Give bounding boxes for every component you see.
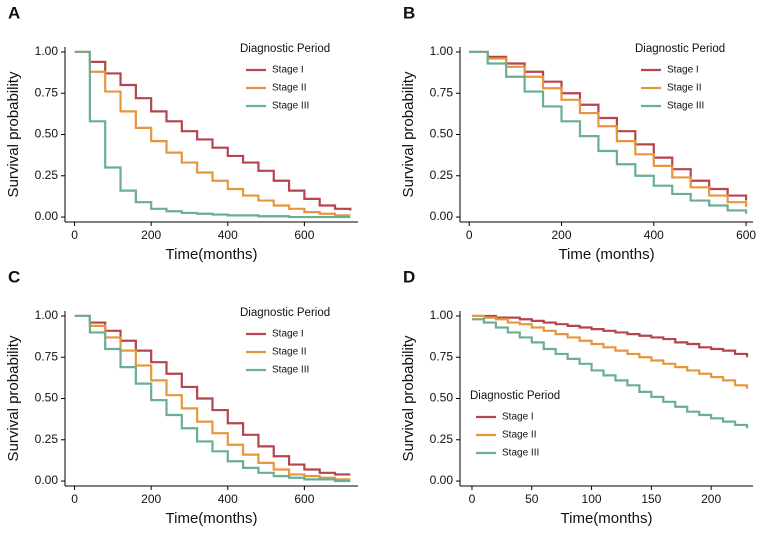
panel-label: A: [8, 3, 20, 22]
x-tick-label: 100: [582, 492, 602, 506]
y-tick-label: 0.00: [35, 209, 59, 223]
y-axis-label: Survival probability: [5, 71, 22, 197]
legend-label: Stage I: [667, 65, 699, 76]
panel-label: C: [8, 267, 20, 286]
x-tick-label: 200: [551, 228, 571, 242]
y-tick-label: 0.00: [430, 473, 454, 487]
y-tick-label: 0.25: [430, 168, 454, 182]
panel-label: B: [403, 3, 415, 22]
legend-title: Diagnostic Period: [470, 390, 560, 402]
legend-label: Stage I: [272, 329, 304, 340]
y-tick-label: 0.50: [430, 127, 454, 141]
x-tick-label: 600: [736, 228, 756, 242]
y-tick-label: 0.50: [430, 391, 454, 405]
x-tick-label: 400: [644, 228, 664, 242]
y-tick-label: 0.25: [35, 168, 59, 182]
legend-label: Stage II: [667, 83, 701, 94]
y-tick-label: 1.00: [430, 44, 454, 58]
survival-curve: [74, 50, 351, 217]
x-axis-label: Time (months): [558, 246, 654, 263]
survival-curve: [74, 314, 351, 483]
y-tick-label: 1.00: [35, 44, 59, 58]
y-tick-label: 0.00: [430, 209, 454, 223]
survival-curve: [471, 314, 749, 358]
survival-curve: [74, 50, 351, 219]
y-tick-label: 0.75: [430, 85, 454, 99]
y-tick-label: 1.00: [35, 308, 59, 322]
survival-curve: [471, 314, 749, 389]
legend-label: Stage II: [502, 430, 536, 441]
legend-title: Diagnostic Period: [635, 43, 725, 55]
x-axis-label: Time(months): [166, 246, 258, 263]
x-tick-label: 0: [71, 492, 78, 506]
survival-curve: [469, 50, 748, 214]
legend-title: Diagnostic Period: [240, 43, 330, 55]
x-tick-label: 0: [71, 228, 78, 242]
x-tick-label: 400: [218, 492, 238, 506]
legend-label: Stage I: [272, 65, 304, 76]
x-axis-label: Time(months): [561, 510, 653, 527]
y-tick-label: 0.50: [35, 127, 59, 141]
y-tick-label: 0.25: [35, 432, 59, 446]
y-tick-label: 0.50: [35, 391, 59, 405]
x-tick-label: 0: [466, 228, 473, 242]
legend-label: Stage II: [272, 347, 306, 358]
y-axis-label: Survival probability: [400, 71, 417, 197]
legend-label: Stage III: [272, 365, 309, 376]
x-tick-label: 200: [701, 492, 721, 506]
survival-curve: [469, 50, 748, 201]
y-axis-label: Survival probability: [400, 335, 417, 461]
y-tick-label: 0.75: [35, 85, 59, 99]
y-tick-label: 0.25: [430, 432, 454, 446]
y-tick-label: 0.75: [35, 349, 59, 363]
x-tick-label: 0: [469, 492, 476, 506]
panel-label: D: [403, 267, 415, 286]
legend-label: Stage III: [502, 448, 539, 459]
x-tick-label: 150: [641, 492, 661, 506]
survival-curve: [471, 318, 749, 429]
legend-label: Stage I: [502, 412, 534, 423]
y-tick-label: 0.75: [430, 349, 454, 363]
x-tick-label: 600: [294, 492, 314, 506]
x-tick-label: 200: [141, 492, 161, 506]
y-tick-label: 0.00: [35, 473, 59, 487]
legend-title: Diagnostic Period: [240, 307, 330, 319]
y-axis-label: Survival probability: [5, 335, 22, 461]
legend-label: Stage III: [272, 101, 309, 112]
x-axis-label: Time(months): [166, 510, 258, 527]
legend-label: Stage II: [272, 83, 306, 94]
legend-label: Stage III: [667, 101, 704, 112]
y-tick-label: 1.00: [430, 308, 454, 322]
x-tick-label: 50: [525, 492, 539, 506]
x-tick-label: 600: [294, 228, 314, 242]
x-tick-label: 400: [218, 228, 238, 242]
survival-curve: [74, 50, 352, 211]
survival-curve: [469, 50, 748, 208]
x-tick-label: 200: [141, 228, 161, 242]
